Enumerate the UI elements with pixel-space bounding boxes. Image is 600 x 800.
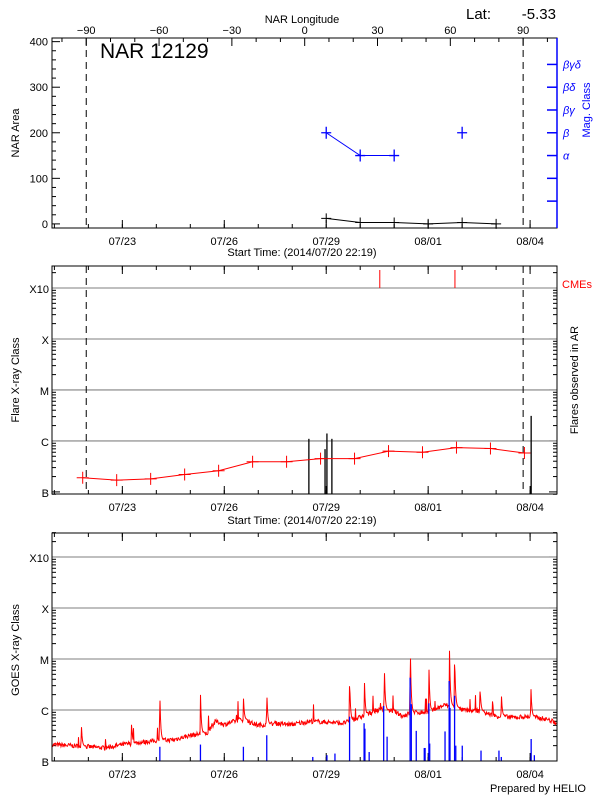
area-point-marker [457,217,468,228]
flare-average-marker [144,472,157,485]
plot-frame [51,532,558,762]
flare-average-marker [280,455,293,468]
x-tick-label: 07/23 [109,502,137,514]
class-tick-label: C [41,706,49,718]
goes-flux-line [52,650,557,751]
mag-class-point-marker [389,149,400,162]
x-tick-label: 07/26 [211,502,239,514]
panel1-title: NAR 12129 [100,40,209,63]
y-tick-label: 0 [42,219,48,231]
class-tick-label: X [42,604,50,616]
y-tick-label: 300 [30,82,48,94]
x-tick-label: 07/23 [109,769,137,781]
flares-in-ar-axis-title: Flares observed in AR [569,326,581,434]
x-tick-label: 07/29 [312,502,340,514]
x-tick-label: 08/01 [414,769,442,781]
area-point-marker [355,217,366,228]
chart-marks: 0 100 200 300 400 −90 −60 −30 0 30 60 90 07/23 07/26 0… [29,25,581,781]
panel1-xlabel: Start Time: (2014/07/20 22:19) [227,247,376,259]
footer-credit: Prepared by HELIO [490,783,586,795]
goes-axis-title: GOES X-ray Class [10,604,22,696]
flare-average-marker [484,442,497,455]
longitude-tick-label: −60 [150,25,169,37]
flare-average-marker [416,446,429,459]
class-tick-label: B [42,757,49,769]
y-tick-label: 200 [30,128,48,140]
flare-average-marker [382,445,395,458]
area-point-marker [389,217,400,228]
x-tick-label: 07/26 [211,769,239,781]
flare-average-marker [212,464,225,477]
flare-average-marker [178,468,191,481]
longitude-tick-label: 90 [517,25,529,37]
flare-average-line [82,447,525,481]
class-tick-label: X [42,335,50,347]
class-tick-label: C [41,437,49,449]
latitude-value: -5.33 [522,6,556,23]
area-point-marker [321,213,332,224]
y-tick-label: 400 [30,37,48,49]
area-point-marker [423,218,434,229]
longitude-tick-label: 0 [302,25,308,37]
x-tick-label: 08/04 [516,502,544,514]
flare-average-marker [348,452,361,465]
x-tick-label: 08/01 [414,236,442,248]
y-tick-label: 100 [30,173,48,185]
x-tick-label: 08/04 [516,236,544,248]
area-series-line [326,217,497,225]
mag-class-tick-label: βγδ [562,59,582,71]
longitude-axis-title: NAR Longitude [265,14,340,26]
flare-average-marker [76,471,89,484]
area-point-marker [491,218,502,229]
x-tick-label: 07/29 [312,769,340,781]
x-tick-label: 08/04 [516,769,544,781]
mag-class-tick-label: βδ [562,82,576,94]
flare-average-marker [314,452,327,465]
flare-average-marker [518,446,531,459]
class-tick-label: X10 [29,284,49,296]
cme-label: CMEs [562,279,592,291]
mag-class-axis-title: Mag. Class [581,82,593,138]
longitude-tick-label: 30 [371,25,383,37]
longitude-tick-label: −30 [223,25,242,37]
x-tick-label: 08/01 [414,502,442,514]
area-axis-title: NAR Area [10,108,22,158]
mag-class-point-marker [457,126,468,139]
class-tick-label: M [40,655,49,667]
x-tick-label: 07/26 [211,236,239,248]
latitude-label: Lat: [466,6,491,23]
class-tick-label: X10 [29,553,49,565]
class-tick-label: B [42,488,49,500]
mag-class-point-marker [355,149,366,162]
mag-class-tick-label: βγ [562,105,576,117]
flare-average-marker [246,455,259,468]
flare-class-axis-title: Flare X-ray Class [10,337,22,422]
flare-average-marker [450,441,463,454]
x-tick-label: 07/23 [109,236,137,248]
mag-class-tick-label: α [563,151,570,163]
panel2-xlabel: Start Time: (2014/07/20 22:19) [227,515,376,527]
class-tick-label: M [40,386,49,398]
mag-class-point-marker [321,126,332,139]
mag-class-tick-label: β [562,128,570,140]
longitude-tick-label: 60 [444,25,456,37]
flare-average-marker [110,474,123,487]
x-tick-label: 07/29 [312,236,340,248]
plot-frame [51,265,558,495]
longitude-tick-label: −90 [77,25,96,37]
